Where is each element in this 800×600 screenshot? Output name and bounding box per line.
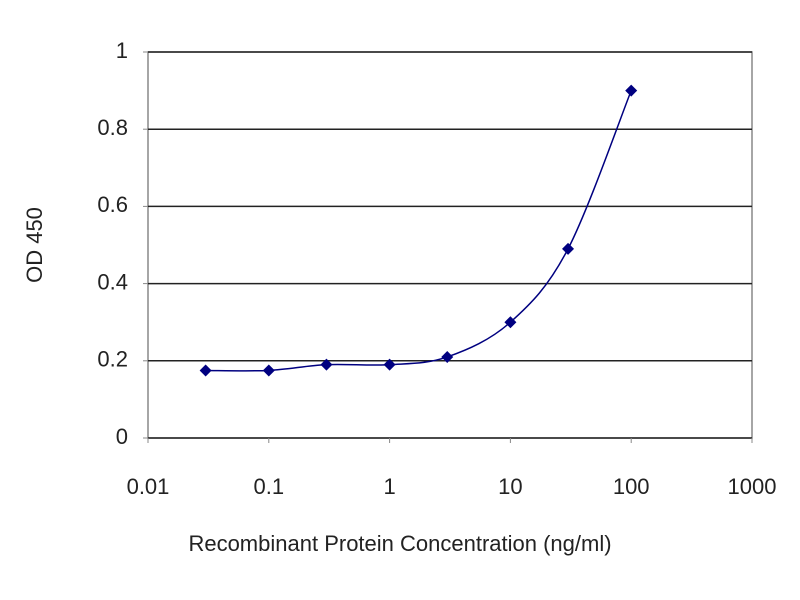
plot-area [147,51,753,439]
marker [199,364,212,377]
marker [504,316,517,329]
y-tick-label: 0.2 [97,347,128,372]
marker [383,358,396,371]
y-tick-label: 0.4 [97,269,128,294]
x-tick-label: 1000 [728,474,777,499]
y-tick-label: 0 [116,424,128,449]
y-axis-label: OD 450 [22,207,47,283]
x-axis-label: Recombinant Protein Concentration (ng/ml… [188,531,611,556]
x-tick-label: 1 [383,474,395,499]
marker [441,350,454,363]
y-tick-label: 0.8 [97,115,128,140]
y-tick-label: 1 [116,38,128,63]
marker [562,242,575,255]
marker [262,364,275,377]
x-tick-label: 0.1 [254,474,285,499]
x-tick-label: 0.01 [127,474,170,499]
marker [625,84,638,97]
marker [320,358,333,371]
x-tick-label: 10 [498,474,522,499]
y-tick-label: 0.6 [97,192,128,217]
x-tick-label: 100 [613,474,650,499]
